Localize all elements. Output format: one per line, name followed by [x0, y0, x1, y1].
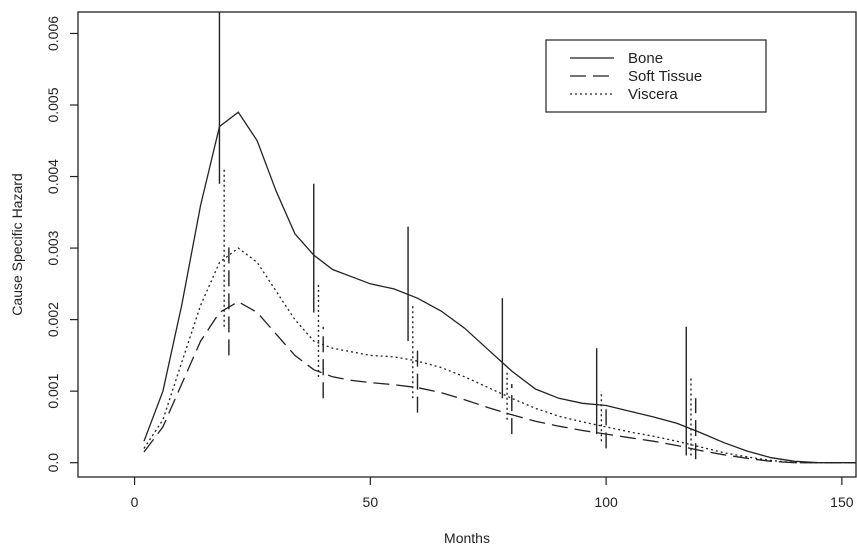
series-line-viscera — [143, 247, 856, 464]
series-line-soft-tissue — [143, 300, 856, 464]
legend-label-bone: Bone — [628, 50, 663, 67]
legend-label-soft-tissue: Soft Tissue — [628, 68, 702, 85]
y-axis-label: Cause Specific Hazard — [9, 173, 25, 315]
plot-area — [143, 12, 856, 464]
y-tick-label: 0.0 — [45, 453, 61, 473]
x-tick-label: 0 — [131, 494, 139, 510]
y-tick-label: 0.005 — [45, 87, 61, 122]
x-axis-label: Months — [444, 530, 490, 546]
plot-frame — [77, 11, 857, 478]
y-tick-label: 0.006 — [45, 16, 61, 51]
series-line-bone — [143, 111, 856, 464]
x-tick-label: 50 — [363, 494, 379, 510]
x-axis: 0 50 100 150 — [131, 477, 854, 510]
x-tick-label: 100 — [594, 494, 618, 510]
y-tick-label: 0.002 — [45, 302, 61, 337]
legend-label-viscera: Viscera — [628, 86, 678, 103]
x-tick-label: 150 — [830, 494, 854, 510]
y-tick-label: 0.004 — [45, 159, 61, 194]
y-tick-label: 0.003 — [45, 230, 61, 265]
y-axis: 0.0 0.001 0.002 0.003 0.004 0.005 0.006 — [45, 16, 78, 473]
y-tick-label: 0.001 — [45, 373, 61, 408]
